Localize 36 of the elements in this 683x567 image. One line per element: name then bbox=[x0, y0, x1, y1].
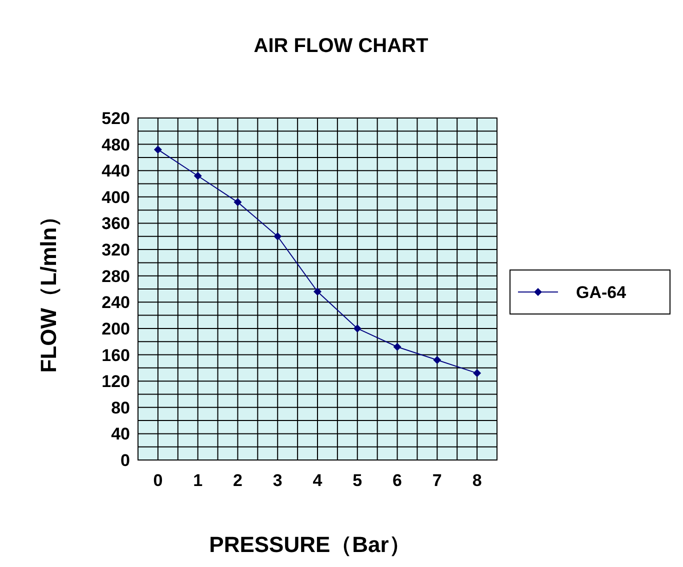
x-tick-label: 3 bbox=[272, 471, 282, 490]
x-axis-title: PRESSURE（Bar） bbox=[209, 532, 411, 557]
x-tick-label: 0 bbox=[153, 471, 163, 490]
x-tick-label: 2 bbox=[232, 471, 242, 490]
x-tick-label: 8 bbox=[472, 471, 482, 490]
y-tick-label: 40 bbox=[111, 424, 130, 444]
y-tick-label: 440 bbox=[102, 162, 130, 181]
x-tick-label: 4 bbox=[312, 471, 323, 490]
x-tick-label: 5 bbox=[352, 471, 362, 490]
y-tick-label: 480 bbox=[102, 135, 130, 154]
y-tick-label: 240 bbox=[102, 293, 130, 312]
x-tick-label: 1 bbox=[193, 471, 203, 490]
y-tick-label: 360 bbox=[102, 214, 130, 234]
y-tick-label: 200 bbox=[102, 319, 130, 338]
y-tick-label: 0 bbox=[120, 451, 130, 470]
legend-label: GA-64 bbox=[576, 283, 627, 302]
point bbox=[473, 369, 482, 378]
y-tick-label: 80 bbox=[111, 398, 130, 418]
point bbox=[433, 356, 442, 364]
point bbox=[234, 198, 242, 206]
y-tick-label: 400 bbox=[102, 188, 130, 207]
point bbox=[393, 342, 402, 351]
x-tick-label: 7 bbox=[432, 471, 442, 490]
y-tick-label: 520 bbox=[102, 109, 130, 128]
y-tick-label: 160 bbox=[102, 346, 130, 365]
point bbox=[314, 288, 322, 296]
point bbox=[274, 232, 282, 240]
y-tick-label: 120 bbox=[102, 372, 130, 392]
chart-title: AIR FLOW CHART bbox=[254, 35, 428, 57]
point bbox=[194, 172, 202, 180]
y-axis-title: FLOW（L/mln） bbox=[36, 205, 61, 373]
point bbox=[353, 324, 362, 332]
x-tick-label: 6 bbox=[392, 471, 402, 490]
y-tick-label: 320 bbox=[102, 240, 130, 260]
point bbox=[154, 146, 162, 154]
y-tick-label: 280 bbox=[102, 266, 130, 286]
